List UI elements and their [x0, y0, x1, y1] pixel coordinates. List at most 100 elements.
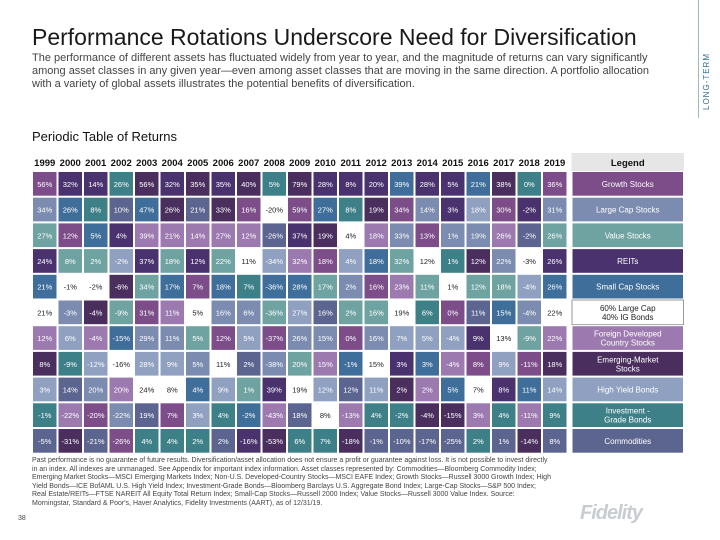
cell-2010-1	[312, 171, 338, 197]
cell-value-2000-10: -22%	[61, 411, 79, 420]
cell-2009-10	[287, 402, 313, 429]
cell-2019-11	[542, 428, 568, 454]
cell-value-1999-1: 56%	[37, 180, 52, 189]
cell-value-1999-7: 12%	[37, 334, 52, 343]
cell-value-2012-11: -1%	[370, 437, 384, 446]
cell-2007-11	[236, 428, 262, 454]
year-header-2000: 2000	[60, 158, 81, 169]
cell-2005-9	[185, 376, 211, 403]
cell-2000-3	[57, 222, 83, 249]
cell-value-2001-6: -4%	[89, 308, 103, 317]
cell-value-2003-4: 37%	[139, 257, 154, 266]
cell-2009-3	[287, 222, 313, 249]
cell-value-2007-6: 6%	[243, 308, 254, 317]
cell-value-2007-11: -16%	[240, 437, 258, 446]
cell-value-2007-7: 5%	[243, 334, 254, 343]
cell-value-2016-2: 18%	[471, 206, 486, 215]
cell-value-2002-11: -26%	[112, 437, 130, 446]
cell-value-2011-7: 0%	[345, 334, 356, 343]
cell-value-2009-1: 79%	[292, 180, 307, 189]
cell-2017-10	[491, 402, 517, 429]
cell-value-2001-3: 5%	[90, 231, 101, 240]
cell-value-2019-5: 26%	[547, 283, 562, 292]
year-header-2010: 2010	[315, 158, 336, 169]
cell-value-2000-3: 12%	[63, 231, 78, 240]
cell-2006-3	[210, 222, 236, 249]
cell-2005-3	[185, 222, 211, 249]
cell-value-2004-4: 18%	[165, 257, 180, 266]
cell-value-2007-9: 1%	[243, 385, 254, 394]
cell-2014-5	[414, 273, 440, 300]
cell-value-2016-9: 7%	[473, 385, 484, 394]
cell-1999-6	[32, 299, 58, 326]
cell-2001-11	[83, 428, 109, 454]
cell-value-2009-2: 59%	[292, 206, 307, 215]
cell-value-2013-10: -2%	[395, 411, 409, 420]
cell-value-2004-5: 17%	[165, 283, 180, 292]
cell-1999-4	[32, 248, 58, 274]
cell-value-2015-4: 1%	[447, 257, 458, 266]
cell-2014-7	[414, 325, 440, 351]
cell-2000-5	[57, 273, 83, 300]
legend-box-N	[571, 325, 684, 351]
cell-2004-7	[159, 325, 185, 351]
cell-value-2008-10: -43%	[265, 411, 283, 420]
cell-2000-7	[57, 325, 83, 351]
year-header-1999: 1999	[34, 158, 55, 169]
cell-2016-10	[465, 402, 491, 429]
cell-2003-10	[134, 402, 160, 429]
cell-2015-6	[440, 299, 466, 326]
cell-value-2002-7: -15%	[112, 334, 130, 343]
cell-2010-11	[312, 428, 338, 454]
cell-value-2005-8: 5%	[192, 360, 203, 369]
cell-2015-2	[440, 196, 466, 223]
cell-value-2006-10: 4%	[218, 411, 229, 420]
cell-value-2015-1: 5%	[447, 180, 458, 189]
footnote: Past performance is no guarantee of futu…	[32, 457, 551, 507]
cell-value-2017-7: 13%	[496, 334, 511, 343]
cell-value-2006-11: 2%	[218, 437, 229, 446]
cell-2004-4	[159, 248, 185, 274]
cell-value-2011-10: -13%	[342, 411, 360, 420]
cell-value-2007-10: -2%	[242, 411, 256, 420]
cell-2018-1	[516, 171, 542, 197]
cell-2010-6	[312, 299, 338, 326]
cell-value-1999-6: 21%	[37, 308, 52, 317]
cell-value-2015-8: -4%	[446, 360, 460, 369]
cell-value-2016-6: 11%	[471, 308, 486, 317]
cell-2009-5	[287, 273, 313, 300]
cell-value-2003-8: 28%	[139, 360, 154, 369]
cell-2008-8	[261, 350, 287, 377]
cell-1999-8	[32, 350, 58, 377]
cell-2004-6	[159, 299, 185, 326]
cell-value-2010-7: 15%	[318, 334, 333, 343]
cell-2011-6	[338, 299, 364, 326]
cell-2017-11	[491, 428, 517, 454]
cell-2015-5	[440, 273, 466, 300]
legend-box-H	[571, 376, 684, 403]
cell-2018-10	[516, 402, 542, 429]
legend-label-S: Small Cap Stocks	[596, 283, 659, 292]
cell-value-2016-7: 9%	[473, 334, 484, 343]
cell-2002-4	[108, 248, 134, 274]
cell-value-2000-6: -3%	[64, 308, 78, 317]
cell-value-1999-8: 8%	[39, 360, 50, 369]
cell-value-2014-1: 28%	[420, 180, 435, 189]
legend-box-L	[571, 196, 684, 223]
cell-value-2010-5: 17%	[318, 283, 333, 292]
cell-2008-6	[261, 299, 287, 326]
cell-2017-7	[491, 325, 517, 351]
cell-2008-10	[261, 402, 287, 429]
cell-value-2010-6: 16%	[318, 308, 333, 317]
cell-value-2017-10: 4%	[498, 411, 509, 420]
cell-value-2019-6: 22%	[547, 308, 562, 317]
cell-value-2003-2: 47%	[139, 206, 154, 215]
cell-2005-1	[185, 171, 211, 197]
fidelity-logo: Fidelity	[580, 502, 643, 524]
cell-value-2014-9: 2%	[422, 385, 433, 394]
cell-2012-8	[363, 350, 389, 377]
cell-2015-10	[440, 402, 466, 429]
cell-2000-11	[57, 428, 83, 454]
cell-2006-10	[210, 402, 236, 429]
cell-value-2018-1: 0%	[524, 180, 535, 189]
